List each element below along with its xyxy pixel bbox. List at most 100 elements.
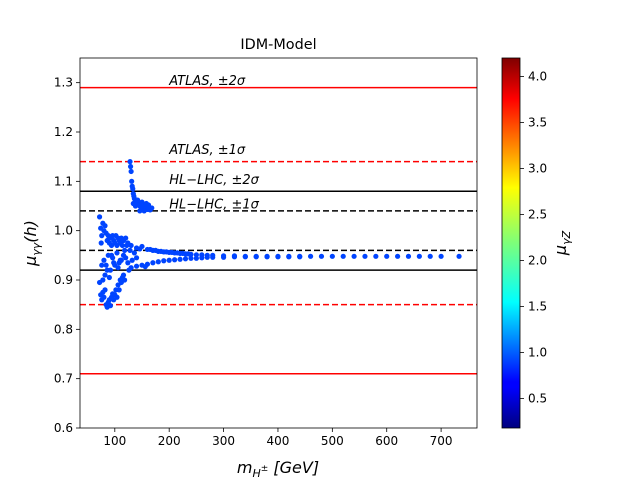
x-tick-label: 600 xyxy=(375,434,398,448)
data-point xyxy=(264,254,270,260)
data-point xyxy=(107,303,114,309)
data-point xyxy=(373,253,379,259)
data-point xyxy=(307,253,314,259)
x-tick-label: 700 xyxy=(430,434,453,448)
colorbar-tick-label: 0.5 xyxy=(528,392,547,406)
data-point xyxy=(108,252,115,258)
data-point xyxy=(117,257,123,263)
data-point xyxy=(131,250,137,256)
data-point xyxy=(416,253,422,259)
data-point xyxy=(155,259,161,265)
data-point xyxy=(127,247,133,253)
data-point xyxy=(132,203,139,209)
data-point xyxy=(177,256,183,262)
data-point xyxy=(96,214,103,220)
data-point xyxy=(395,253,401,259)
data-point xyxy=(318,253,325,259)
plot-frame xyxy=(79,57,478,429)
data-point xyxy=(147,246,153,253)
data-point xyxy=(123,255,129,261)
data-point xyxy=(286,254,292,260)
x-tick-label: 400 xyxy=(267,434,290,448)
data-point xyxy=(139,199,145,205)
data-point xyxy=(185,251,191,257)
x-tick-label: 300 xyxy=(212,434,235,448)
data-point xyxy=(193,255,199,261)
data-point xyxy=(253,254,259,260)
data-point xyxy=(98,240,104,246)
data-point xyxy=(174,250,180,256)
data-point xyxy=(115,265,121,271)
data-point xyxy=(128,168,134,175)
y-axis-label: μγγ(h) xyxy=(21,220,43,267)
scatter-points xyxy=(96,159,462,310)
data-point xyxy=(123,235,129,241)
data-point xyxy=(199,255,205,261)
data-point xyxy=(125,240,131,246)
colorbar-tick-label: 3.5 xyxy=(528,115,547,129)
colorbar-tick-label: 3.0 xyxy=(528,161,547,175)
data-point xyxy=(129,178,135,184)
data-point xyxy=(188,255,194,261)
data-point xyxy=(384,253,390,259)
x-tick-label: 500 xyxy=(321,434,344,448)
data-point xyxy=(163,249,170,255)
data-point xyxy=(142,264,148,270)
data-point xyxy=(101,257,107,263)
chart-title: IDM-Model xyxy=(240,37,316,53)
data-point xyxy=(427,253,433,259)
data-point xyxy=(456,253,462,259)
annotation-label-1: ATLAS, ±1σ xyxy=(168,143,246,158)
data-point xyxy=(106,274,112,281)
data-point xyxy=(133,263,140,269)
data-point xyxy=(127,159,133,165)
data-point xyxy=(119,242,126,249)
data-point xyxy=(275,254,281,260)
colorbar-tick-label: 1.0 xyxy=(528,346,547,360)
data-point xyxy=(231,254,238,260)
data-point xyxy=(166,257,172,263)
data-point xyxy=(116,287,122,293)
data-point xyxy=(111,260,117,266)
y-tick-label: 0.6 xyxy=(54,421,73,435)
colorbar-ticks: 0.5 1.0 1.5 2.0 2.5 3.0 3.5 4.0 xyxy=(520,69,547,406)
data-point xyxy=(103,262,109,268)
data-point xyxy=(172,257,178,263)
colorbar-label: μγZ xyxy=(551,230,573,256)
annotations: ATLAS, ±2σ ATLAS, ±1σ HL−LHC, ±2σ HL−LHC, ±… xyxy=(168,74,259,212)
data-point xyxy=(180,250,186,256)
colorbar-tick-label: 2.5 xyxy=(528,207,547,221)
data-point xyxy=(114,250,120,256)
data-point xyxy=(121,247,128,253)
data-point xyxy=(141,208,147,214)
data-point xyxy=(152,247,159,253)
data-point xyxy=(137,208,143,214)
colorbar-tick-label: 2.0 xyxy=(528,253,547,267)
y-tick-label: 0.7 xyxy=(54,372,73,386)
data-point xyxy=(204,254,210,260)
data-point xyxy=(220,254,227,260)
reference-lines xyxy=(80,86,477,375)
data-point xyxy=(114,294,120,300)
x-tick-label: 100 xyxy=(103,434,126,448)
annotation-label-3: HL−LHC, ±1σ xyxy=(169,197,259,212)
data-point xyxy=(340,253,346,259)
x-tick-label: 200 xyxy=(158,434,181,448)
data-point xyxy=(129,257,135,263)
data-point xyxy=(99,262,105,268)
x-axis-label: mH± [GeV] xyxy=(237,458,319,480)
data-point xyxy=(133,255,140,261)
data-point xyxy=(329,253,335,259)
data-point xyxy=(210,254,216,260)
data-point xyxy=(158,248,164,254)
data-point xyxy=(135,197,141,203)
data-point xyxy=(126,267,132,273)
data-point xyxy=(438,253,444,259)
data-point xyxy=(351,253,357,259)
y-tick-label: 1.1 xyxy=(54,174,73,188)
y-tick-label: 1.3 xyxy=(54,76,73,90)
data-point xyxy=(297,254,303,260)
annotation-label-0: ATLAS, ±2σ xyxy=(168,74,246,89)
data-point xyxy=(120,272,127,278)
data-point xyxy=(362,253,368,259)
